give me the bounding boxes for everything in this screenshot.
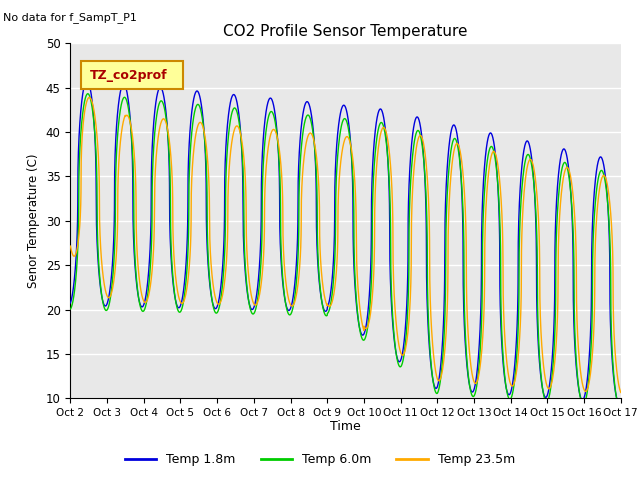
Text: No data for f_SampT_P1: No data for f_SampT_P1 xyxy=(3,12,137,23)
Y-axis label: Senor Temperature (C): Senor Temperature (C) xyxy=(28,154,40,288)
FancyBboxPatch shape xyxy=(81,61,183,89)
Text: TZ_co2prof: TZ_co2prof xyxy=(90,69,167,82)
Legend: Temp 1.8m, Temp 6.0m, Temp 23.5m: Temp 1.8m, Temp 6.0m, Temp 23.5m xyxy=(120,448,520,471)
X-axis label: Time: Time xyxy=(330,420,361,432)
Title: CO2 Profile Sensor Temperature: CO2 Profile Sensor Temperature xyxy=(223,24,468,39)
